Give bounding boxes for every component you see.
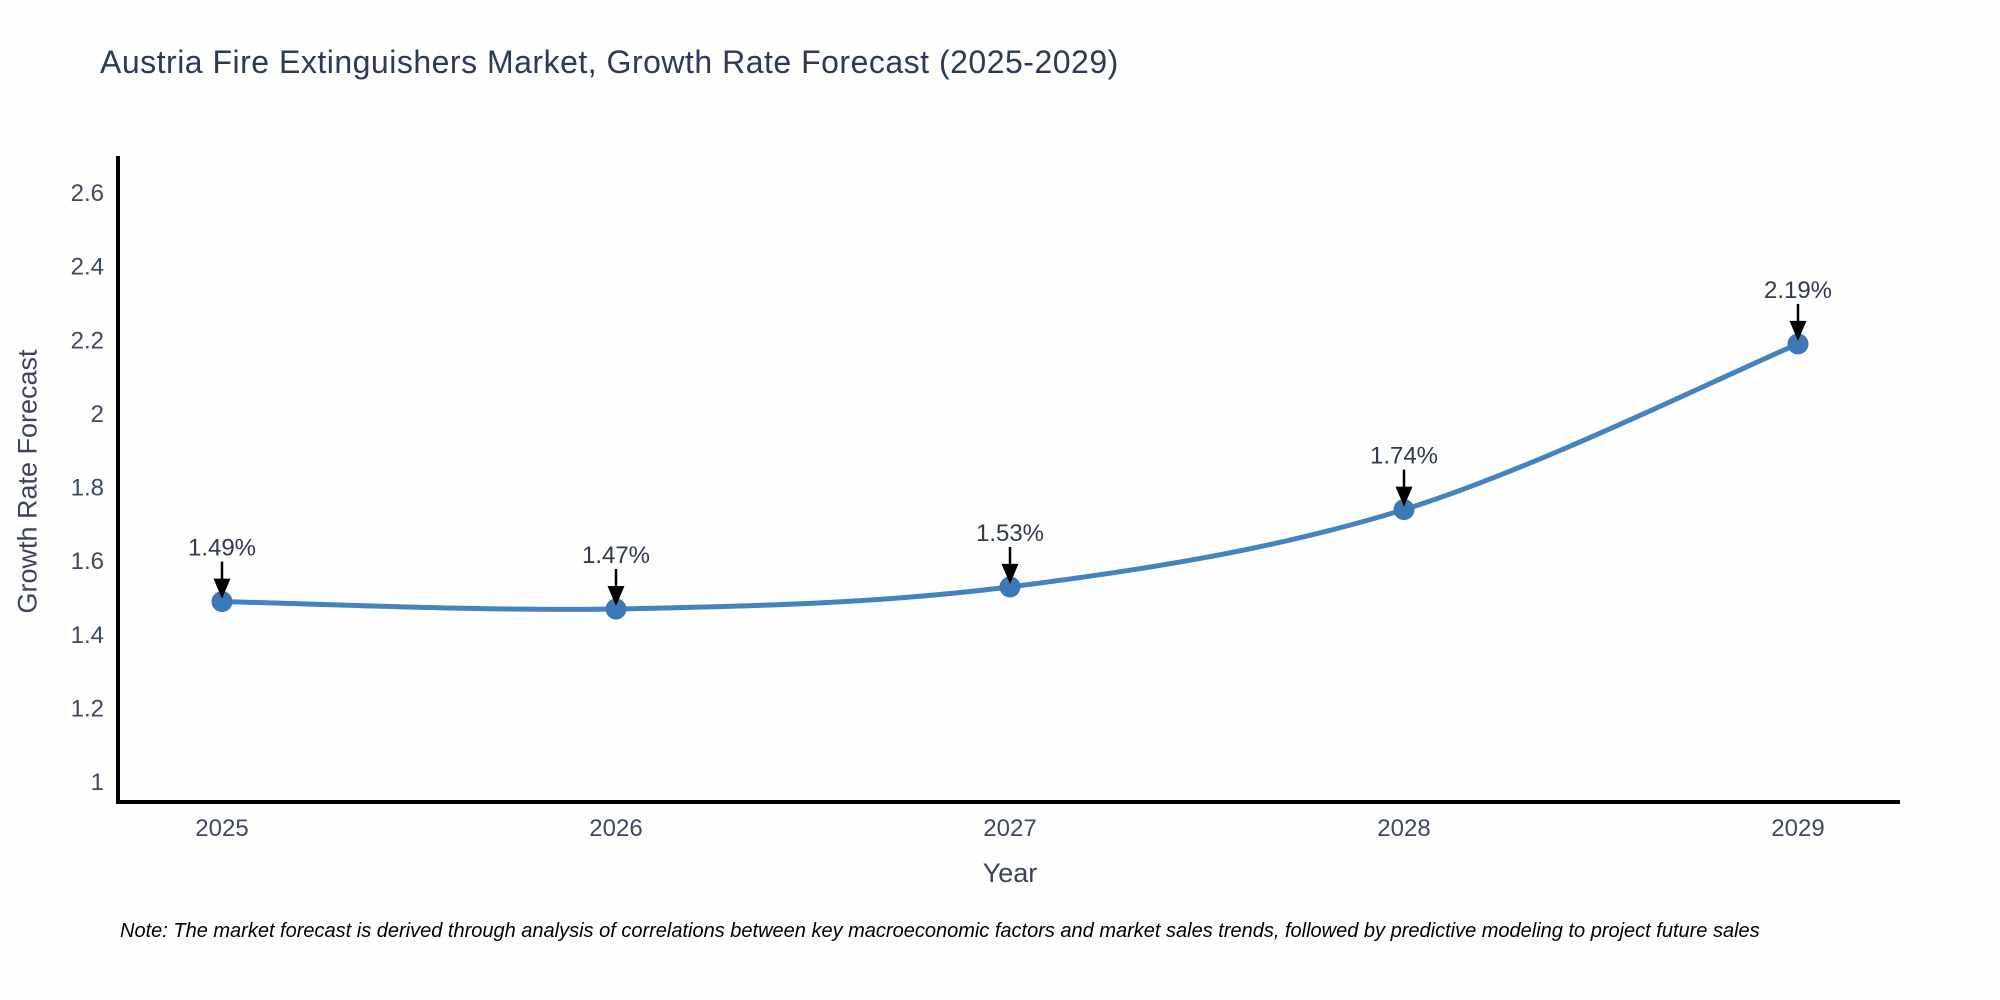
x-axis-title: Year bbox=[982, 858, 1038, 888]
footnote: Note: The market forecast is derived thr… bbox=[120, 920, 1760, 942]
annotation-arrow-head bbox=[213, 578, 231, 599]
x-tick-label: 2028 bbox=[1377, 815, 1430, 842]
annotation-arrow-head bbox=[1395, 486, 1413, 507]
data-point-marker bbox=[999, 576, 1021, 598]
y-tick-label: 1.4 bbox=[71, 622, 104, 649]
annotation-label: 1.53% bbox=[976, 520, 1044, 547]
data-point-marker bbox=[1393, 499, 1415, 521]
annotation-label: 1.47% bbox=[582, 542, 650, 569]
chart-title: Austria Fire Extinguishers Market, Growt… bbox=[100, 44, 1119, 80]
x-tick-label: 2025 bbox=[195, 815, 248, 842]
data-point-marker bbox=[1787, 333, 1809, 355]
annotation-label: 1.49% bbox=[188, 535, 256, 562]
annotation-arrow-head bbox=[1001, 563, 1019, 584]
annotation-arrow-head bbox=[1789, 320, 1807, 341]
y-tick-label: 2.4 bbox=[71, 254, 104, 281]
data-point-marker bbox=[211, 591, 233, 613]
y-tick-label: 1.6 bbox=[71, 548, 104, 575]
x-tick-label: 2029 bbox=[1771, 815, 1824, 842]
y-tick-label: 2.6 bbox=[71, 180, 104, 207]
x-tick-label: 2026 bbox=[589, 815, 642, 842]
y-tick-label: 1 bbox=[91, 769, 104, 796]
annotation-label: 2.19% bbox=[1764, 277, 1832, 304]
axis-lines bbox=[116, 156, 1900, 804]
y-tick-label: 2.2 bbox=[71, 327, 104, 354]
x-tick-label: 2027 bbox=[983, 815, 1036, 842]
data-point-marker bbox=[605, 598, 627, 620]
annotation-label: 1.74% bbox=[1370, 443, 1438, 470]
annotation-arrow-head bbox=[607, 586, 625, 606]
y-tick-label: 2 bbox=[91, 401, 104, 428]
y-tick-label: 1.2 bbox=[71, 695, 104, 722]
y-tick-label: 1.8 bbox=[71, 475, 104, 502]
